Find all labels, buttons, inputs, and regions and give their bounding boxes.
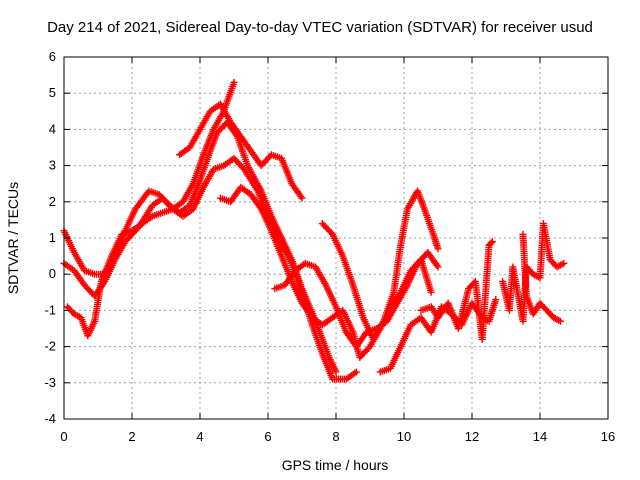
chart-title: Day 214 of 2021, Sidereal Day-to-day VTE…: [47, 19, 593, 36]
x-tick-label: 10: [397, 429, 411, 444]
data-point-marker: [352, 368, 360, 376]
series-track-7: [318, 187, 442, 343]
data-point-marker: [230, 78, 238, 86]
x-tick-label: 8: [332, 429, 339, 444]
data-point-marker: [427, 288, 435, 296]
data-point-marker: [434, 245, 442, 253]
y-tick-label: -3: [44, 375, 56, 390]
data-marks: [60, 78, 568, 383]
x-tick-label: 2: [128, 429, 135, 444]
data-point-marker: [332, 368, 340, 376]
data-point-marker: [256, 203, 264, 211]
x-tick-label: 14: [533, 429, 547, 444]
y-tick-label: 3: [49, 158, 56, 173]
y-axis-label: SDTVAR / TECUs: [5, 182, 21, 294]
x-tick-label: 16: [601, 429, 615, 444]
series-track-6: [271, 248, 442, 351]
data-point-marker: [433, 261, 441, 269]
y-tick-label: -2: [44, 339, 56, 354]
x-tick-label: 4: [196, 429, 203, 444]
y-tick-label: 0: [49, 266, 56, 281]
y-tick-label: -4: [44, 411, 56, 426]
x-axis-label: GPS time / hours: [282, 457, 389, 473]
series-track-4: [176, 100, 306, 202]
x-tick-label: 0: [60, 429, 67, 444]
series-track-3: [63, 78, 238, 340]
data-point-marker: [297, 193, 305, 201]
data-point-marker: [487, 239, 495, 247]
series-track-9: [417, 238, 496, 343]
y-tick-label: 2: [49, 194, 56, 209]
series-track-11: [519, 230, 564, 325]
y-tick-label: 5: [49, 85, 56, 100]
y-tick-label: -1: [44, 302, 56, 317]
y-tick-label: 1: [49, 230, 56, 245]
x-tick-label: 6: [264, 429, 271, 444]
x-tick-label: 12: [465, 429, 479, 444]
series-track-5: [216, 183, 435, 361]
data-point-marker: [327, 229, 335, 237]
y-tick-label: 6: [49, 49, 56, 64]
data-point-marker: [560, 259, 568, 267]
data-point-marker: [434, 263, 442, 271]
data-point-marker: [488, 238, 496, 246]
y-tick-label: 4: [49, 121, 56, 136]
data-point-marker: [492, 296, 500, 304]
data-point-marker: [298, 194, 306, 202]
data-point-marker: [556, 317, 564, 325]
plot-frame: [63, 56, 609, 420]
